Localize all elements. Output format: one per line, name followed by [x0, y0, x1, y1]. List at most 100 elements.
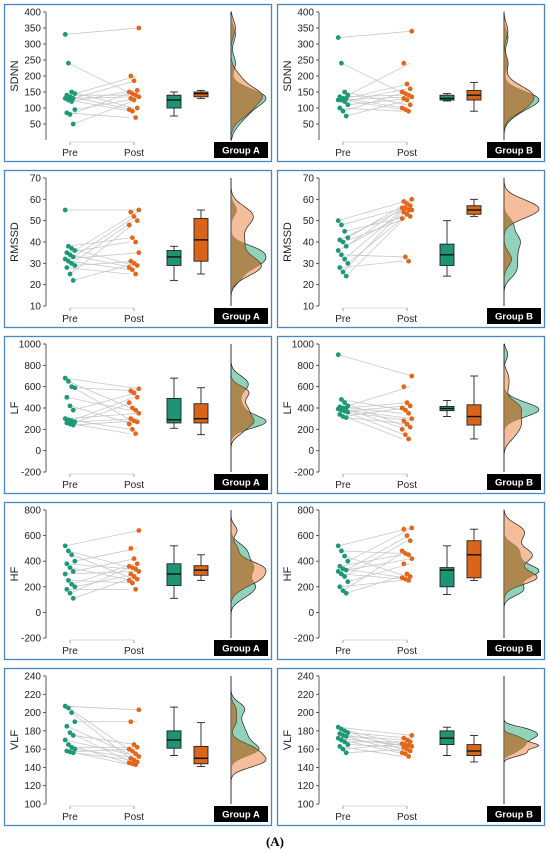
group-badge: [487, 640, 541, 656]
pre-point: [72, 385, 78, 391]
group-badge-label: Group B: [495, 810, 533, 821]
figure-caption: (A): [265, 834, 285, 849]
group-badge-label: Group A: [222, 312, 260, 323]
y-tick-label: 180: [24, 726, 41, 737]
y-tick-label: 100: [297, 104, 314, 115]
pre-point: [64, 394, 70, 400]
y-tick-label: 800: [24, 361, 41, 372]
pre-point: [342, 256, 347, 262]
paired-line: [347, 211, 411, 264]
post-box: [193, 403, 209, 424]
group-badge-label: Group A: [222, 478, 260, 489]
post-box: [466, 540, 482, 579]
y-tick-label: 250: [297, 56, 314, 67]
paired-line: [338, 96, 412, 101]
chart-panel-5: LF -200 0 200 400 600 800 1000 Pre Post Group B: [276, 335, 546, 495]
y-tick-label: 0: [35, 608, 41, 619]
post-point: [409, 525, 415, 531]
post-point: [409, 744, 415, 749]
post-point: [406, 108, 411, 114]
post-point: [407, 203, 413, 209]
paired-line: [65, 739, 139, 757]
paired-line: [66, 241, 130, 254]
y-tick-label: 800: [24, 506, 41, 517]
y-tick-label: 600: [297, 382, 314, 393]
pre-point: [345, 102, 351, 108]
y-tick-label: 10: [30, 302, 42, 313]
y-tick-label: -200: [294, 634, 314, 645]
paired-line: [344, 88, 408, 102]
paired-line: [74, 387, 138, 392]
group-badge: [487, 806, 541, 822]
paired-line: [347, 411, 411, 422]
y-tick-label: 300: [24, 40, 41, 51]
post-point: [401, 526, 407, 532]
pre-point: [342, 228, 347, 234]
y-axis-label: LF: [282, 401, 294, 414]
pre-point: [62, 207, 68, 213]
y-tick-label: 40: [303, 238, 315, 249]
pre-point: [343, 567, 349, 573]
post-point: [406, 410, 411, 416]
panel-frame: [3, 169, 273, 329]
paired-line: [73, 262, 136, 281]
group-badge: [214, 806, 268, 822]
y-tick-label: 50: [303, 216, 315, 227]
post-point: [130, 108, 135, 114]
paired-line: [338, 737, 412, 747]
x-tick-label: Pre: [335, 314, 351, 325]
pre-point: [67, 112, 73, 117]
y-tick-label: 60: [30, 195, 42, 206]
paired-line: [69, 91, 133, 115]
paired-line: [66, 725, 130, 755]
post-point: [409, 556, 415, 562]
y-tick-label: 20: [303, 280, 315, 291]
pre-point: [339, 60, 344, 66]
paired-line: [338, 726, 412, 736]
x-tick-label: Post: [397, 646, 417, 657]
pre-point: [340, 108, 346, 114]
pre-box: [439, 567, 455, 588]
pre-point: [67, 271, 73, 277]
y-axis-label: RMSSD: [282, 222, 294, 262]
x-tick-label: Pre: [62, 480, 78, 491]
overlap-density: [504, 510, 535, 638]
x-tick-label: Post: [397, 148, 417, 159]
paired-line: [341, 550, 404, 554]
y-tick-label: 60: [303, 195, 315, 206]
y-tick-label: 200: [297, 425, 314, 436]
pre-point: [66, 378, 71, 384]
x-tick-label: Post: [124, 314, 144, 325]
pre-point: [69, 552, 74, 558]
paired-line: [74, 418, 138, 423]
post-point: [136, 410, 142, 416]
paired-line: [341, 207, 404, 226]
post-point: [399, 216, 405, 221]
paired-line: [65, 530, 139, 547]
paired-line: [65, 571, 139, 575]
pre-point: [342, 400, 347, 406]
group-badge-label: Group A: [222, 644, 260, 655]
pre-point: [342, 574, 347, 579]
y-tick-label: 400: [24, 8, 41, 19]
post-point: [406, 258, 411, 264]
post-point: [403, 751, 408, 757]
post-point: [403, 254, 408, 260]
y-tick-label: 100: [24, 800, 41, 811]
post-point: [133, 431, 139, 436]
x-tick-label: Pre: [62, 812, 78, 823]
x-tick-label: Pre: [335, 148, 351, 159]
paired-line: [338, 209, 412, 251]
group-badge-label: Group B: [495, 644, 533, 655]
paired-line: [338, 198, 412, 222]
chart-panel-3: RMSSD 10 20 30 40 50 60 70 Pre Post Group B: [276, 169, 546, 329]
post-point: [409, 416, 415, 422]
pre-point: [345, 260, 351, 266]
pre-point: [340, 269, 346, 275]
post-point: [134, 419, 140, 425]
paired-line: [341, 62, 404, 94]
post-point: [136, 250, 142, 256]
panel-frame: [276, 169, 546, 329]
paired-line: [339, 260, 403, 268]
paired-line: [347, 386, 411, 407]
